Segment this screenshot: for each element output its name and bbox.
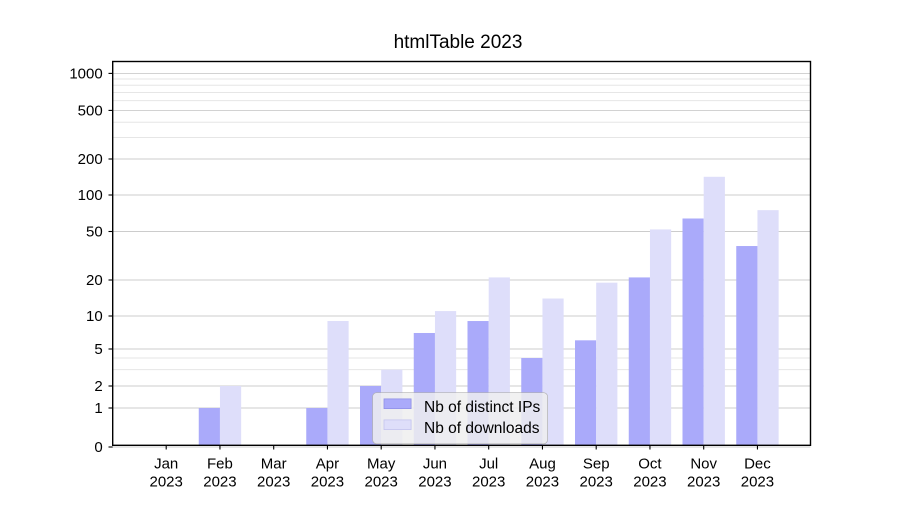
svg-text:Sep: Sep [583,455,610,472]
svg-text:Aug: Aug [529,455,556,472]
svg-text:100: 100 [78,187,103,204]
svg-text:May: May [367,455,396,472]
svg-text:2023: 2023 [257,473,290,490]
svg-text:Oct: Oct [638,455,662,472]
svg-text:2023: 2023 [418,473,451,490]
svg-text:1000: 1000 [69,65,102,82]
svg-text:50: 50 [86,224,103,241]
svg-text:2023: 2023 [472,473,505,490]
svg-text:2023: 2023 [311,473,344,490]
svg-text:200: 200 [78,151,103,168]
svg-text:Nb of distinct IPs: Nb of distinct IPs [424,399,541,416]
svg-text:2023: 2023 [526,473,559,490]
svg-text:2023: 2023 [741,473,774,490]
svg-text:0: 0 [94,439,102,456]
svg-text:2023: 2023 [580,473,613,490]
svg-text:Jan: Jan [154,455,178,472]
svg-text:500: 500 [78,102,103,119]
svg-text:Nov: Nov [690,455,717,472]
svg-text:Jul: Jul [479,455,498,472]
svg-text:2023: 2023 [365,473,398,490]
svg-text:2023: 2023 [150,473,183,490]
svg-text:20: 20 [86,272,103,289]
svg-text:5: 5 [94,341,102,358]
svg-text:2023: 2023 [633,473,666,490]
svg-text:2023: 2023 [203,473,236,490]
svg-text:Dec: Dec [744,455,771,472]
svg-text:Mar: Mar [261,455,287,472]
svg-text:2023: 2023 [687,473,720,490]
svg-text:Feb: Feb [207,455,233,472]
svg-text:Nb of downloads: Nb of downloads [424,420,540,437]
svg-text:Apr: Apr [316,455,339,472]
svg-text:10: 10 [86,308,103,325]
svg-text:2: 2 [94,378,102,395]
svg-text:1: 1 [94,400,102,417]
svg-text:Jun: Jun [423,455,447,472]
svg-text:htmlTable 2023: htmlTable 2023 [394,32,523,53]
